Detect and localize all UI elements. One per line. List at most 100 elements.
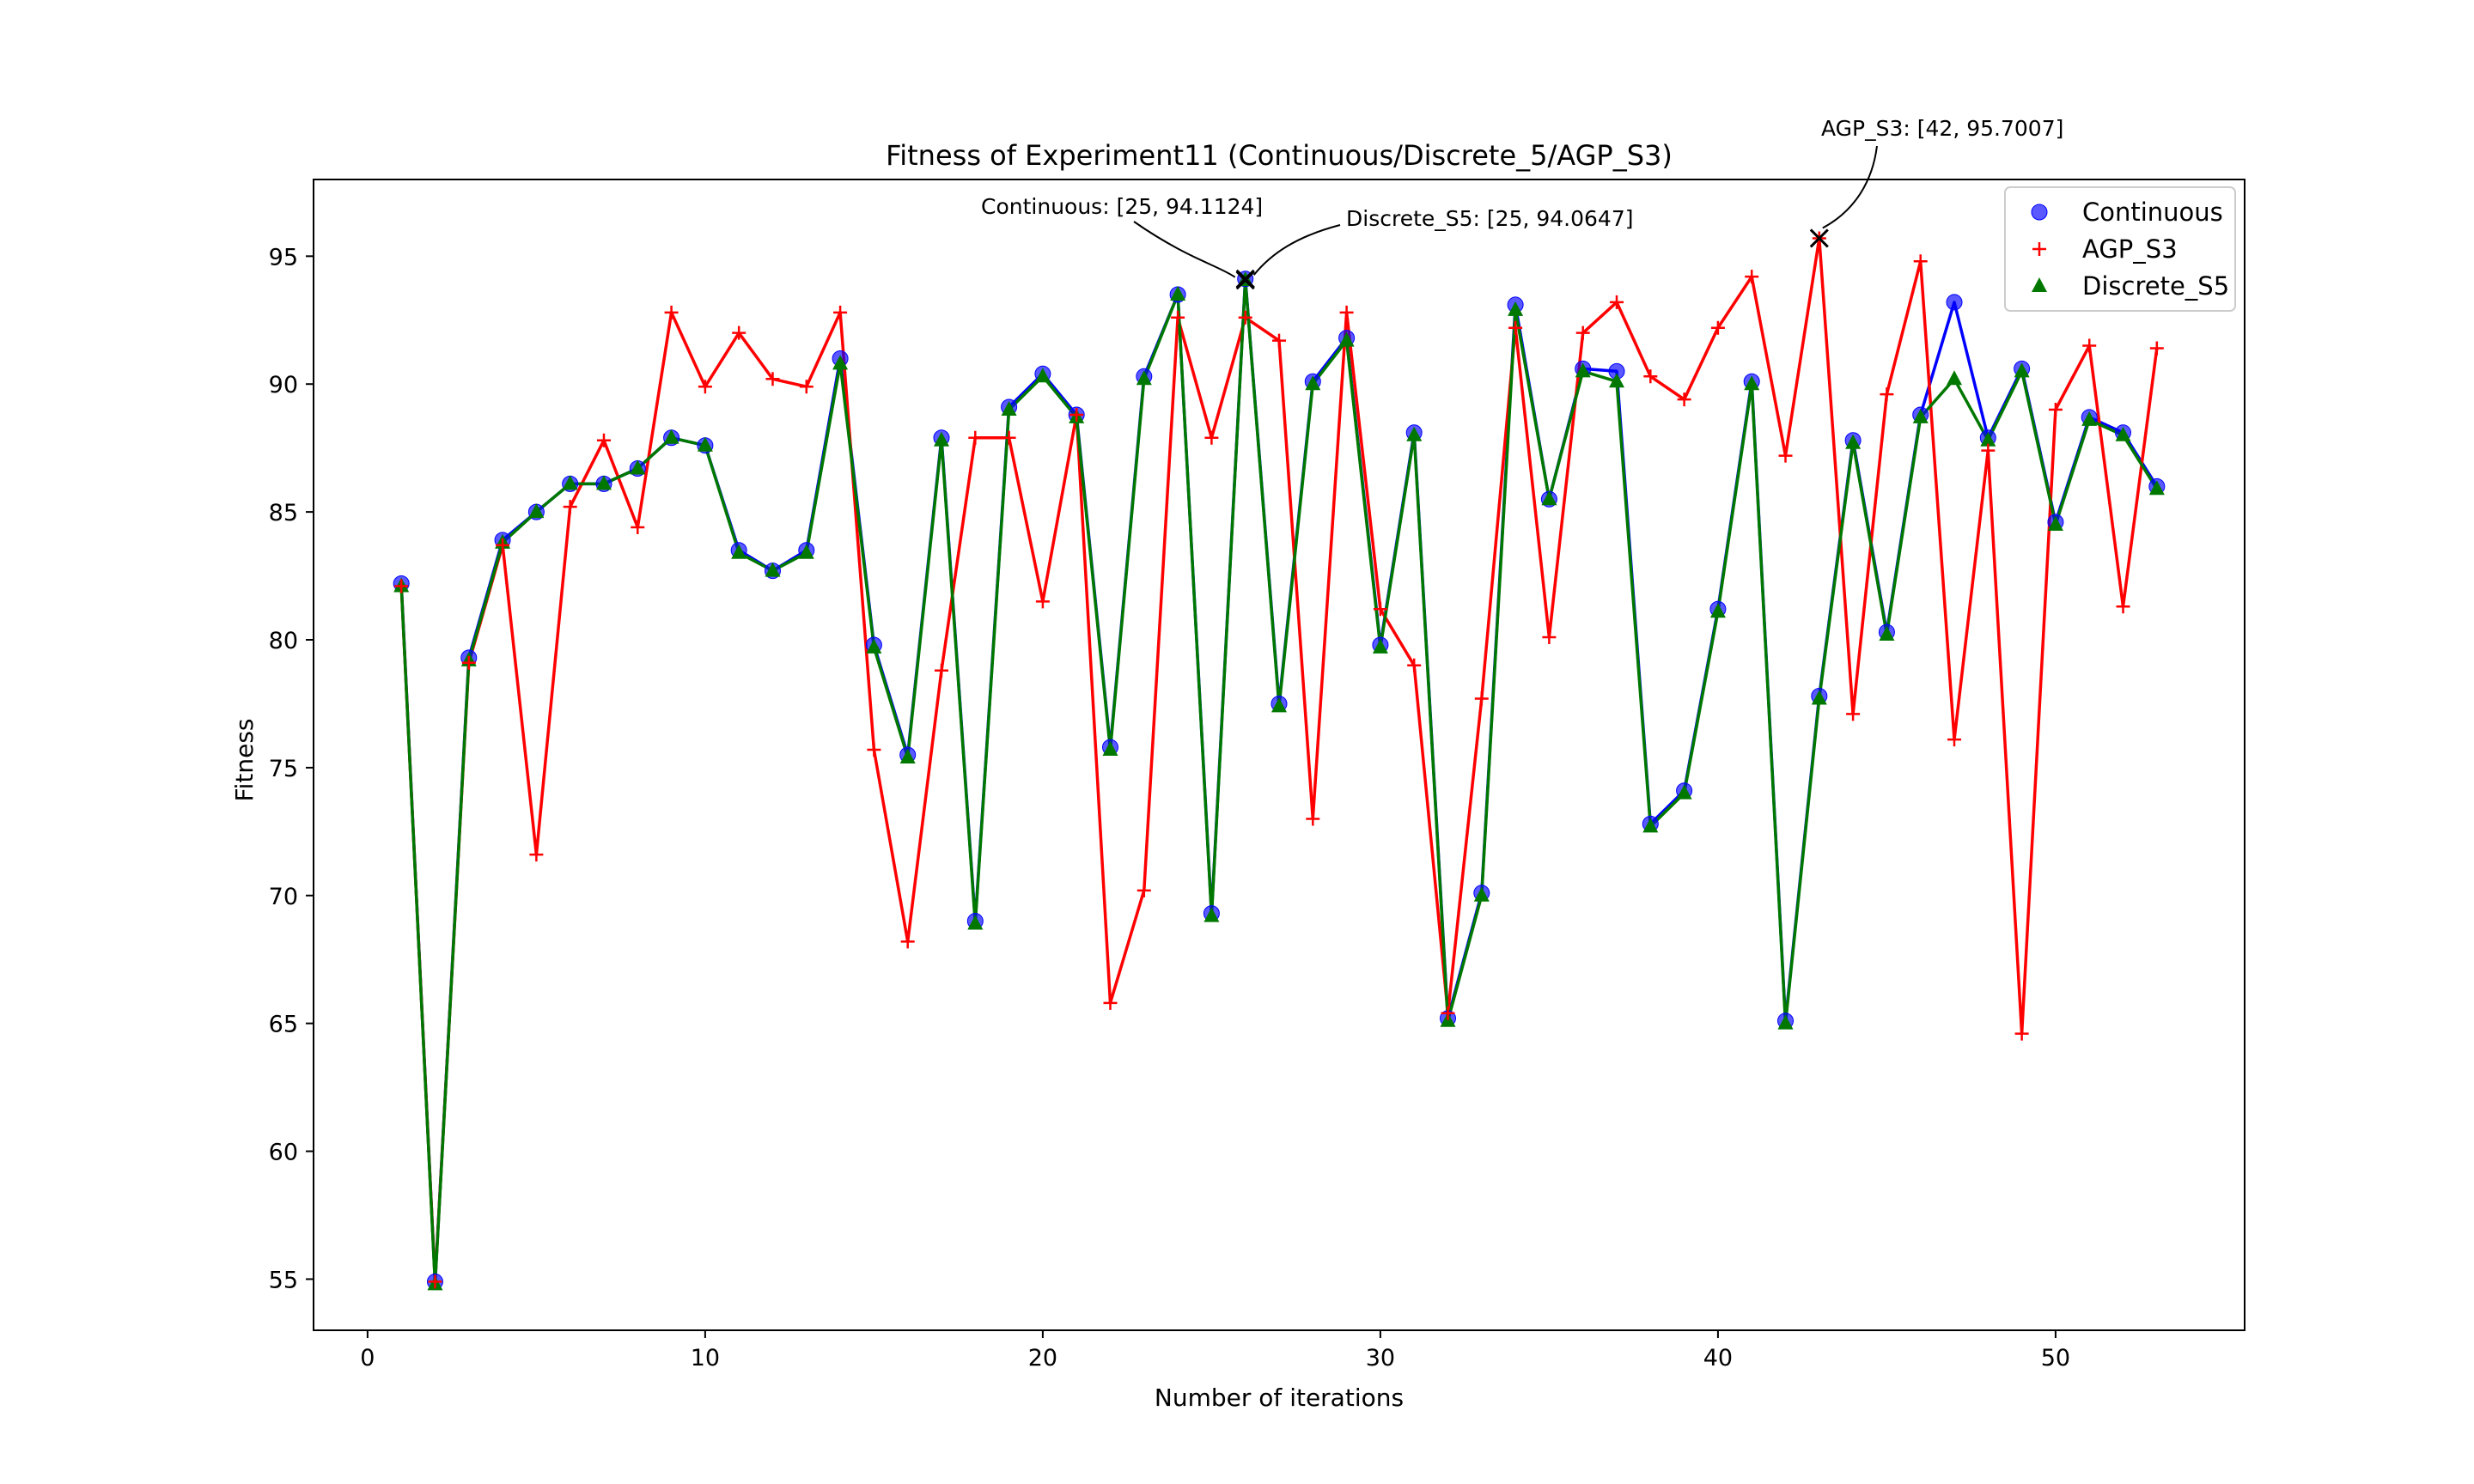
y-axis-label: Fitness bbox=[230, 719, 259, 802]
point-discrete_s5 bbox=[967, 915, 984, 930]
markers-agp_s3 bbox=[394, 231, 2164, 1289]
legend: Continuous AGP_S3 Discrete_S5 bbox=[2004, 186, 2236, 312]
y-tick-label: 60 bbox=[269, 1140, 298, 1166]
x-tick-label: 0 bbox=[360, 1345, 375, 1371]
point-agp_s3 bbox=[2032, 242, 2046, 256]
point-agp_s3 bbox=[1002, 430, 1016, 445]
point-discrete_s5 bbox=[1879, 626, 1895, 642]
point-discrete_s5 bbox=[1575, 362, 1591, 378]
point-agp_s3 bbox=[732, 325, 746, 340]
y-tick-label: 70 bbox=[269, 884, 298, 910]
point-agp_s3 bbox=[1710, 320, 1725, 335]
x-tick-label: 50 bbox=[2041, 1345, 2070, 1371]
y-tick-label: 65 bbox=[269, 1012, 298, 1038]
point-discrete_s5 bbox=[1170, 286, 1186, 301]
point-agp_s3 bbox=[934, 663, 948, 678]
annotation-arrow bbox=[1822, 145, 1878, 229]
point-discrete_s5 bbox=[731, 544, 747, 559]
plot-area: 0 10 20 30 40 50 55 60 65 70 75 80 85 90 95 bbox=[269, 179, 2245, 1371]
chart-title: Fitness of Experiment11 (Continuous/Disc… bbox=[886, 139, 1673, 172]
annotation-arrow bbox=[1252, 224, 1341, 276]
point-agp_s3 bbox=[1339, 305, 1354, 319]
point-agp_s3 bbox=[1846, 707, 1861, 721]
point-discrete_s5 bbox=[630, 459, 646, 475]
legend-box bbox=[2004, 186, 2236, 312]
point-agp_s3 bbox=[2116, 599, 2130, 614]
y-tick-label: 85 bbox=[269, 500, 298, 526]
point-agp_s3 bbox=[698, 380, 712, 394]
point-agp_s3 bbox=[1407, 658, 1422, 672]
annotation-label: AGP_S3: [42, 95.7007] bbox=[1821, 116, 2063, 141]
plot-frame bbox=[313, 179, 2245, 1331]
point-agp_s3 bbox=[1745, 270, 1759, 284]
point-agp_s3 bbox=[1204, 430, 1219, 445]
point-agp_s3 bbox=[1947, 733, 1962, 747]
point-discrete_s5 bbox=[1744, 375, 1760, 391]
point-discrete_s5 bbox=[1777, 1014, 1794, 1030]
point-agp_s3 bbox=[596, 433, 611, 447]
point-discrete_s5 bbox=[899, 748, 916, 763]
legend-label-discrete_s5: Discrete_S5 bbox=[2082, 271, 2229, 301]
point-discrete_s5 bbox=[1372, 638, 1388, 654]
legend-label-continuous: Continuous bbox=[2082, 198, 2223, 227]
point-agp_s3 bbox=[1778, 448, 1793, 463]
point-discrete_s5 bbox=[2148, 480, 2165, 496]
point-agp_s3 bbox=[1610, 295, 1624, 309]
point-agp_s3 bbox=[2014, 1026, 2029, 1041]
point-discrete_s5 bbox=[1947, 370, 1963, 386]
y-tick-label: 80 bbox=[269, 628, 298, 654]
point-agp_s3 bbox=[1238, 310, 1252, 325]
point-discrete_s5 bbox=[2115, 426, 2131, 441]
point-agp_s3 bbox=[1880, 387, 1894, 402]
point-discrete_s5 bbox=[1508, 301, 1524, 316]
point-discrete_s5 bbox=[1609, 373, 1625, 388]
x-tick-label: 10 bbox=[691, 1345, 720, 1371]
point-discrete_s5 bbox=[1676, 784, 1692, 800]
point-discrete_s5 bbox=[1845, 434, 1862, 449]
point-agp_s3 bbox=[1272, 333, 1286, 348]
point-agp_s3 bbox=[664, 305, 679, 319]
point-agp_s3 bbox=[968, 430, 983, 445]
point-discrete_s5 bbox=[1034, 368, 1051, 383]
point-discrete_s5 bbox=[1473, 886, 1490, 902]
point-discrete_s5 bbox=[595, 475, 612, 490]
point-agp_s3 bbox=[631, 520, 645, 534]
point-discrete_s5 bbox=[1642, 818, 1659, 833]
point-agp_s3 bbox=[900, 934, 915, 949]
point-discrete_s5 bbox=[1811, 690, 1827, 705]
point-discrete_s5 bbox=[1136, 370, 1152, 386]
annotation-arrow bbox=[1133, 221, 1236, 278]
point-agp_s3 bbox=[867, 743, 881, 757]
point-agp_s3 bbox=[461, 655, 476, 670]
point-discrete_s5 bbox=[1338, 331, 1355, 347]
point-agp_s3 bbox=[1474, 691, 1489, 706]
point-discrete_s5 bbox=[798, 544, 814, 559]
annotation-marker-x bbox=[1809, 228, 1829, 248]
point-discrete_s5 bbox=[1406, 426, 1423, 441]
point-agp_s3 bbox=[1306, 812, 1320, 826]
point-discrete_s5 bbox=[866, 638, 882, 654]
x-axis-label: Number of iterations bbox=[1155, 1384, 1404, 1412]
point-agp_s3 bbox=[529, 848, 544, 862]
point-agp_s3 bbox=[1913, 254, 1928, 269]
point-discrete_s5 bbox=[1980, 431, 1996, 447]
point-agp_s3 bbox=[1069, 407, 1084, 422]
point-discrete_s5 bbox=[1203, 907, 1220, 922]
point-discrete_s5 bbox=[528, 503, 545, 519]
point-discrete_s5 bbox=[2081, 411, 2098, 426]
x-tick-label: 30 bbox=[1366, 1345, 1395, 1371]
point-discrete_s5 bbox=[832, 355, 849, 370]
point-discrete_s5 bbox=[663, 429, 679, 444]
point-agp_s3 bbox=[799, 380, 813, 394]
point-agp_s3 bbox=[1171, 310, 1185, 325]
point-discrete_s5 bbox=[1912, 408, 1929, 423]
point-discrete_s5 bbox=[933, 431, 949, 447]
point-agp_s3 bbox=[1542, 630, 1557, 645]
point-agp_s3 bbox=[1035, 594, 1050, 609]
point-discrete_s5 bbox=[2032, 277, 2047, 292]
point-agp_s3 bbox=[2048, 403, 2063, 417]
x-tick-label: 20 bbox=[1028, 1345, 1057, 1371]
point-agp_s3 bbox=[428, 1274, 442, 1289]
y-tick-label: 55 bbox=[269, 1267, 298, 1293]
